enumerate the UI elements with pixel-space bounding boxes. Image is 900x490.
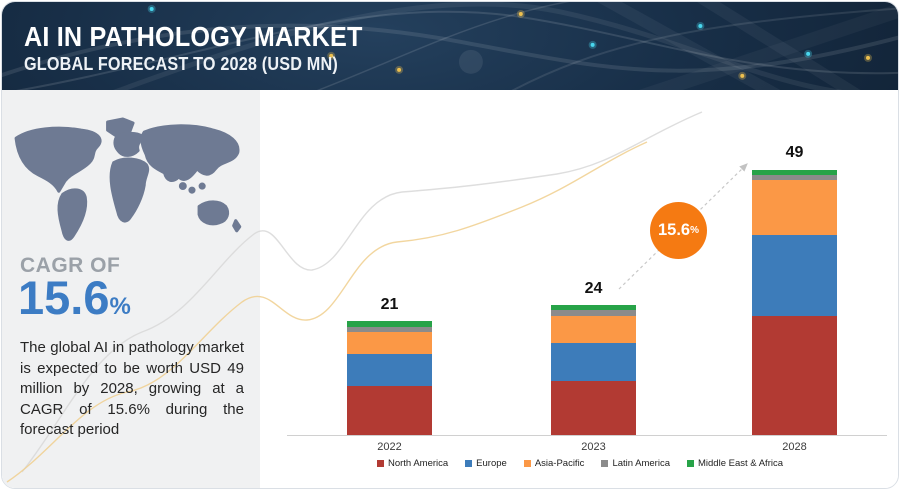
gold-glow-dots <box>327 9 872 80</box>
x-axis-line <box>287 435 887 436</box>
bar-column-2028 <box>752 169 837 435</box>
bar-total-label: 49 <box>785 144 804 162</box>
x-axis-label-2028: 2028 <box>782 441 807 453</box>
bar-segment-latin-america <box>752 174 837 181</box>
cagr-number: 15.6 <box>18 271 110 324</box>
bar-segment-north-america <box>551 380 636 435</box>
header: AI IN PATHOLOGY MARKET GLOBAL FORECAST T… <box>2 2 898 90</box>
legend-label: Asia-Pacific <box>534 458 585 469</box>
legend-item-asia-pacific: Asia-Pacific <box>523 458 585 469</box>
bar-segment-middle-east-africa <box>752 169 837 175</box>
bar-segment-europe <box>551 342 636 381</box>
legend-swatch <box>465 460 473 467</box>
x-axis-label-2023: 2023 <box>581 441 606 453</box>
legend-swatch <box>687 460 694 467</box>
cagr-percent-sign: % <box>109 293 131 320</box>
legend-label: Latin America <box>612 458 670 469</box>
bar-segment-asia-pacific <box>551 315 636 343</box>
bar-segment-europe <box>347 353 432 387</box>
legend-item-latin-america: Latin America <box>601 458 670 469</box>
sidebar: CAGR OF 15.6% The global AI in pathology… <box>2 90 260 488</box>
bar-segment-europe <box>752 234 837 316</box>
legend-label: Europe <box>476 458 507 469</box>
legend-item-north-america: North America <box>376 458 449 469</box>
page-subtitle: GLOBAL FORECAST TO 2028 (USD MN) <box>24 54 338 75</box>
badge-value: 15.6 <box>657 221 691 239</box>
bar-total-label: 21 <box>380 296 399 314</box>
legend-swatch <box>523 460 531 467</box>
fiber-network-decoration <box>2 2 898 90</box>
world-map-icon <box>14 117 242 241</box>
badge-percent-sign: % <box>690 225 700 236</box>
page-title: AI IN PATHOLOGY MARKET <box>24 21 363 52</box>
cagr-value: 15.6% <box>18 274 131 321</box>
bar-segment-north-america <box>347 386 432 435</box>
legend-swatch <box>601 460 609 467</box>
stacked-bar-chart: 15.6% North America Europe Asia-Pacific Lat… <box>260 90 898 488</box>
bar-segment-asia-pacific <box>752 180 837 235</box>
chart-legend: North America Europe Asia-Pacific Latin Ame… <box>260 458 898 469</box>
x-axis-label-2022: 2022 <box>377 441 402 453</box>
legend-label: Middle East & Africa <box>698 458 784 469</box>
legend-swatch <box>376 460 384 467</box>
legend-label: North America <box>387 458 449 469</box>
bar-column-2022 <box>347 321 432 435</box>
cyan-glow-dots <box>147 4 813 58</box>
bar-column-2023 <box>551 305 636 435</box>
bar-segment-asia-pacific <box>347 332 432 354</box>
content-area: CAGR OF 15.6% The global AI in pathology… <box>2 90 898 488</box>
legend-item-europe: Europe <box>465 458 507 469</box>
cagr-growth-badge: 15.6% <box>650 202 707 259</box>
bar-total-label: 24 <box>584 279 603 297</box>
market-description: The global AI in pathology market is exp… <box>20 339 244 439</box>
legend-item-middle-east-africa: Middle East & Africa <box>687 458 783 469</box>
bar-segment-north-america <box>752 315 837 435</box>
